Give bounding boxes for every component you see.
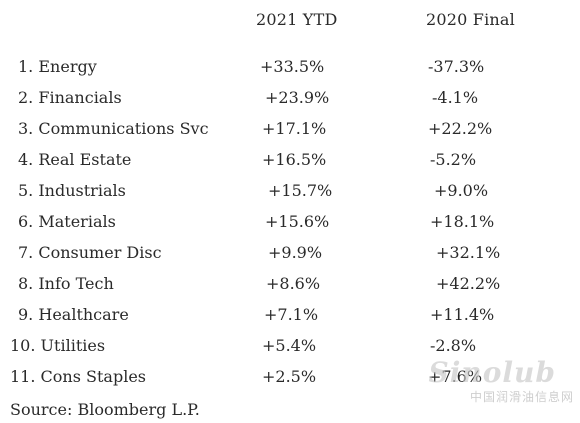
cell-2021-ytd: +15.6% bbox=[265, 212, 330, 231]
row-sector: Energy bbox=[38, 57, 97, 76]
source-note: Source: Bloomberg L.P. bbox=[10, 400, 200, 419]
row-sector: Utilities bbox=[40, 336, 106, 355]
cell-2021-ytd: +33.5% bbox=[260, 57, 325, 76]
row-rank: 11. bbox=[10, 367, 36, 386]
column-header-2020-final: 2020 Final bbox=[426, 10, 515, 29]
row-sector: Real Estate bbox=[38, 150, 132, 169]
cell-2021-ytd: +7.1% bbox=[264, 305, 319, 324]
row-sector: Consumer Disc bbox=[38, 243, 162, 262]
row-rank: 7. bbox=[18, 243, 34, 262]
row-label: 10. Utilities bbox=[10, 336, 105, 355]
cell-2021-ytd: +16.5% bbox=[262, 150, 327, 169]
row-sector: Healthcare bbox=[38, 305, 129, 324]
cell-2020-final: +7.6% bbox=[428, 367, 483, 386]
cell-2020-final: -2.8% bbox=[430, 336, 477, 355]
row-label: 6. Materials bbox=[18, 212, 116, 231]
row-rank: 2. bbox=[18, 88, 34, 107]
cell-2020-final: -37.3% bbox=[428, 57, 485, 76]
row-label: 9. Healthcare bbox=[18, 305, 129, 324]
row-label: 3. Communications Svc bbox=[18, 119, 209, 138]
cell-2020-final: +32.1% bbox=[436, 243, 501, 262]
cell-2020-final: +11.4% bbox=[430, 305, 495, 324]
row-label: 2. Financials bbox=[18, 88, 122, 107]
cell-2021-ytd: +9.9% bbox=[268, 243, 323, 262]
cell-2021-ytd: +2.5% bbox=[262, 367, 317, 386]
row-rank: 4. bbox=[18, 150, 34, 169]
row-sector: Materials bbox=[38, 212, 116, 231]
cell-2020-final: +18.1% bbox=[430, 212, 495, 231]
row-label: 8. Info Tech bbox=[18, 274, 114, 293]
row-sector: Cons Staples bbox=[40, 367, 146, 386]
row-label: 4. Real Estate bbox=[18, 150, 131, 169]
cell-2021-ytd: +5.4% bbox=[262, 336, 317, 355]
row-sector: Communications Svc bbox=[38, 119, 209, 138]
row-rank: 1. bbox=[18, 57, 34, 76]
row-sector: Financials bbox=[38, 88, 122, 107]
row-rank: 9. bbox=[18, 305, 34, 324]
cell-2021-ytd: +15.7% bbox=[268, 181, 333, 200]
cell-2020-final: +22.2% bbox=[428, 119, 493, 138]
cell-2020-final: +42.2% bbox=[436, 274, 501, 293]
row-rank: 3. bbox=[18, 119, 34, 138]
row-label: 5. Industrials bbox=[18, 181, 126, 200]
cell-2021-ytd: +8.6% bbox=[266, 274, 321, 293]
watermark-subtitle: 中国润滑油信息网 bbox=[469, 390, 574, 404]
row-sector: Info Tech bbox=[38, 274, 114, 293]
column-header-2021-ytd: 2021 YTD bbox=[256, 10, 338, 29]
cell-2020-final: -5.2% bbox=[430, 150, 477, 169]
row-sector: Industrials bbox=[38, 181, 126, 200]
cell-2020-final: -4.1% bbox=[432, 88, 479, 107]
row-label: 11. Cons Staples bbox=[10, 367, 146, 386]
cell-2021-ytd: +23.9% bbox=[265, 88, 330, 107]
row-label: 7. Consumer Disc bbox=[18, 243, 162, 262]
row-rank: 8. bbox=[18, 274, 34, 293]
row-label: 1. Energy bbox=[18, 57, 97, 76]
cell-2020-final: +9.0% bbox=[434, 181, 489, 200]
row-rank: 10. bbox=[10, 336, 36, 355]
row-rank: 5. bbox=[18, 181, 34, 200]
row-rank: 6. bbox=[18, 212, 34, 231]
cell-2021-ytd: +17.1% bbox=[262, 119, 327, 138]
